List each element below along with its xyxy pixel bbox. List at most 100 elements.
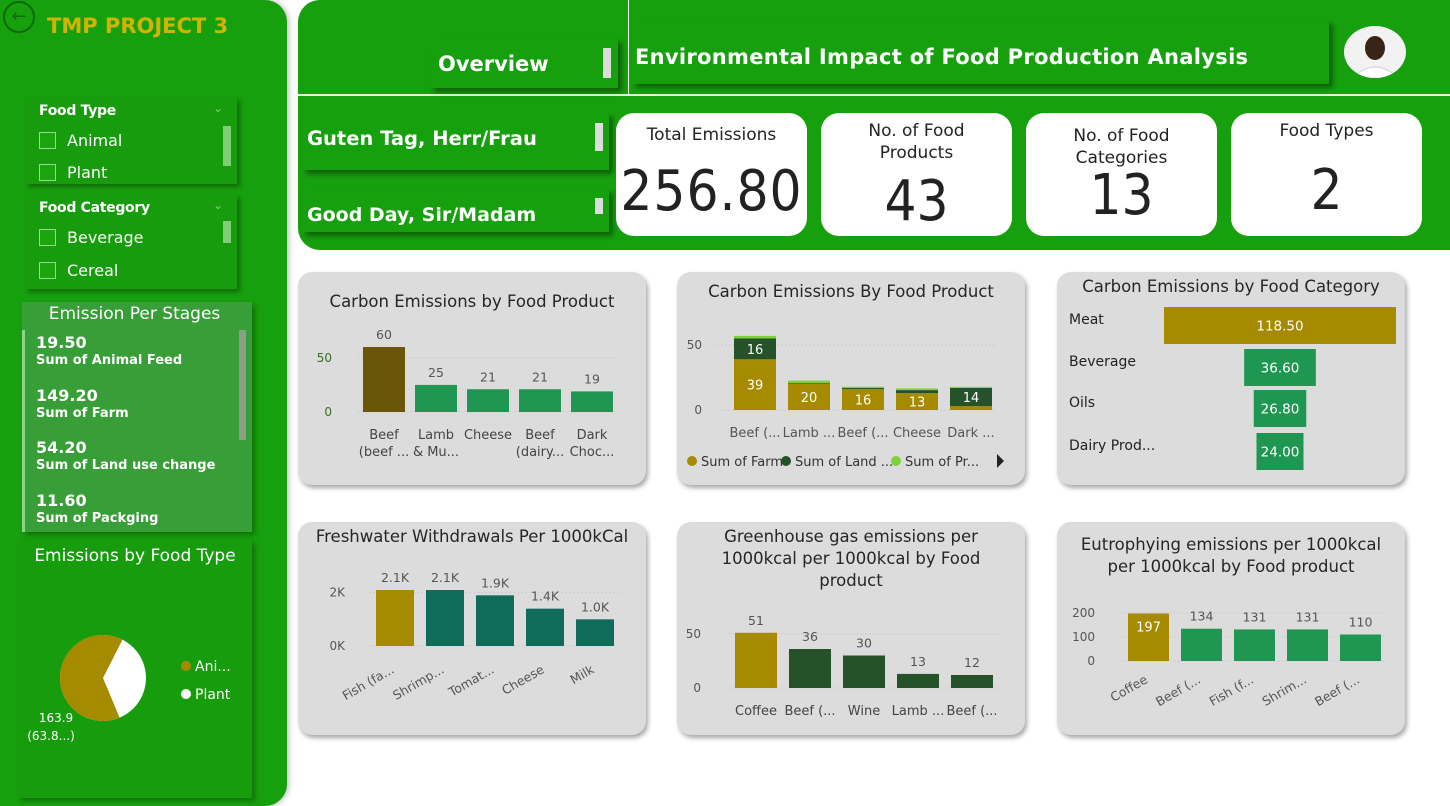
stacked-bar-chart: 0 50 39 16 Beef (... 20 Lamb ... 16 Beef (... 13 C… (687, 335, 1004, 470)
bar (476, 595, 514, 646)
bar-segment (896, 388, 938, 391)
y-tick-label: 50 (317, 351, 332, 365)
chevron-down-icon[interactable]: ⌄ (212, 198, 223, 212)
bar (1256, 433, 1304, 470)
avatar[interactable] (1344, 26, 1406, 78)
kpi-label: No. of Food Products (868, 121, 965, 163)
bar (376, 590, 414, 646)
greeting-tile-en[interactable]: Good Day, Sir/Madam (302, 189, 609, 232)
bar (843, 655, 885, 688)
legend-label: Sum of Farm (701, 455, 783, 470)
data-label: 134 (1190, 609, 1214, 624)
bar-segment (950, 406, 992, 410)
slicer-option-beverage[interactable]: Beverage (39, 228, 144, 247)
x-tick-label: Beef (525, 428, 555, 443)
x-tick-label: Lamb ... (892, 704, 945, 719)
food-type-slicer: Food Type ⌄ Animal Plant (25, 98, 237, 184)
data-label: 16 (747, 343, 764, 358)
bar-segment (896, 390, 938, 394)
x-tick-label: Beef (... (729, 426, 780, 441)
pie-data-label: (63.8...) (27, 729, 75, 743)
legend-label: Ani... (195, 659, 231, 675)
kpi-label: No. of Food Categories (1073, 126, 1170, 168)
bar (1164, 307, 1396, 344)
emission-per-stages-card: Emission Per Stages 19.50 Sum of Animal … (22, 302, 252, 532)
bar (576, 619, 614, 646)
stage-item: 19.50 Sum of Animal Feed (36, 333, 182, 368)
slicer-option-cereal[interactable]: Cereal (39, 261, 118, 280)
y-tick-label: 0 (693, 681, 701, 695)
x-tick-label: Shrimp... (390, 662, 446, 703)
y-tick-label: 0 (694, 403, 702, 417)
funnel-chart: 118.50 Meat 36.60 Beverage 26.80 Oils 24.00 Dai… (1069, 307, 1396, 470)
y-tick-label: 0K (329, 639, 346, 653)
slicer-option-animal[interactable]: Animal (39, 131, 122, 150)
bar-segment (896, 393, 938, 410)
bar (1181, 628, 1222, 661)
x-tick-label: Fish (f... (1207, 672, 1256, 709)
pie-data-label: 163.9 (39, 711, 73, 725)
data-label: 118.50 (1256, 319, 1303, 335)
data-label: 36.60 (1261, 361, 1300, 377)
bar-segment (842, 389, 884, 410)
x-tick-label: Dark (577, 428, 608, 443)
chart-title: Carbon Emissions by Food Category (1082, 277, 1380, 296)
card-title: Emission Per Stages (48, 304, 221, 324)
chart-card-stacked-carbon: Carbon Emissions By Food Product 0 50 39 16… (677, 272, 1025, 485)
data-label: 30 (856, 636, 872, 651)
data-label: 2.1K (431, 570, 460, 585)
bar-chart: 0K 2K 2.1K Fish (fa... 2.1K Shrimp... 1.9K Toma… (329, 570, 620, 703)
x-tick-label: Choc... (570, 445, 615, 460)
bar-segment (788, 380, 830, 384)
slicer-scrollbar[interactable] (223, 126, 231, 166)
chart-title: Eutrophying emissions per 1000kcal per 1… (1080, 535, 1382, 576)
bar-chart: 0 50 60 Beef (beef ... 25 Lamb & Mu... 21 Cheese 2… (317, 327, 618, 460)
chart-title: Carbon Emissions by Food Product (329, 292, 615, 311)
food-category-slicer: Food Category ⌄ Beverage Cereal (25, 195, 237, 289)
slicer-scrollbar[interactable] (223, 221, 231, 243)
chart-title: Carbon Emissions By Food Product (708, 282, 994, 301)
checkbox[interactable] (39, 132, 56, 149)
x-tick-label: Lamb ... (783, 426, 836, 441)
checkbox[interactable] (39, 229, 56, 246)
category-label: Oils (1069, 395, 1095, 411)
greeting-en: Good Day, Sir/Madam (307, 204, 537, 226)
x-tick-label: Tomat... (445, 662, 497, 700)
bar (1340, 634, 1381, 661)
x-tick-label: Beef (369, 428, 399, 443)
x-tick-label: Wine (848, 704, 880, 719)
bar-segment (734, 338, 776, 360)
card-title: Emissions by Food Type (34, 546, 236, 566)
bar-segment (734, 335, 776, 339)
stages-scrollbar[interactable] (239, 330, 246, 440)
data-label: 51 (748, 613, 764, 628)
stage-value: 54.20 (36, 438, 87, 457)
x-tick-label: Beef (... (784, 704, 835, 719)
checkbox[interactable] (39, 262, 56, 279)
data-label: 19 (584, 371, 600, 386)
data-label: 39 (747, 379, 764, 394)
data-label: 60 (376, 327, 392, 342)
bar (571, 391, 613, 412)
bar-segment (842, 388, 884, 390)
bar-segment (788, 383, 830, 384)
chevron-down-icon[interactable]: ⌄ (212, 101, 223, 115)
x-tick-label: Milk (567, 661, 597, 687)
chart-title: Freshwater Withdrawals Per 1000kCal (315, 527, 629, 546)
greeting-tile-de[interactable]: Guten Tag, Herr/Frau (302, 113, 609, 170)
stage-item: 11.60 Sum of Packging (36, 491, 158, 526)
stage-label: Sum of Farm (36, 406, 129, 421)
stage-value: 149.20 (36, 386, 98, 405)
category-label: Meat (1069, 312, 1104, 328)
slicer-option-plant[interactable]: Plant (39, 163, 107, 182)
x-tick-label: (dairy... (516, 445, 564, 460)
overview-button[interactable]: Overview (430, 38, 618, 88)
slicer-title: Food Type (39, 103, 116, 119)
checkbox[interactable] (39, 164, 56, 181)
bar-chart: 0 100 200 197 Coffee 134 Beef (... 131 Fish (f..… (1072, 606, 1387, 709)
stage-value: 19.50 (36, 333, 87, 352)
kpi-food-products: No. of Food Products 43 (821, 113, 1012, 236)
x-tick-label: Cheese (893, 426, 941, 441)
back-arrow-icon[interactable]: ← (3, 1, 35, 33)
y-tick-label: 200 (1072, 606, 1095, 620)
